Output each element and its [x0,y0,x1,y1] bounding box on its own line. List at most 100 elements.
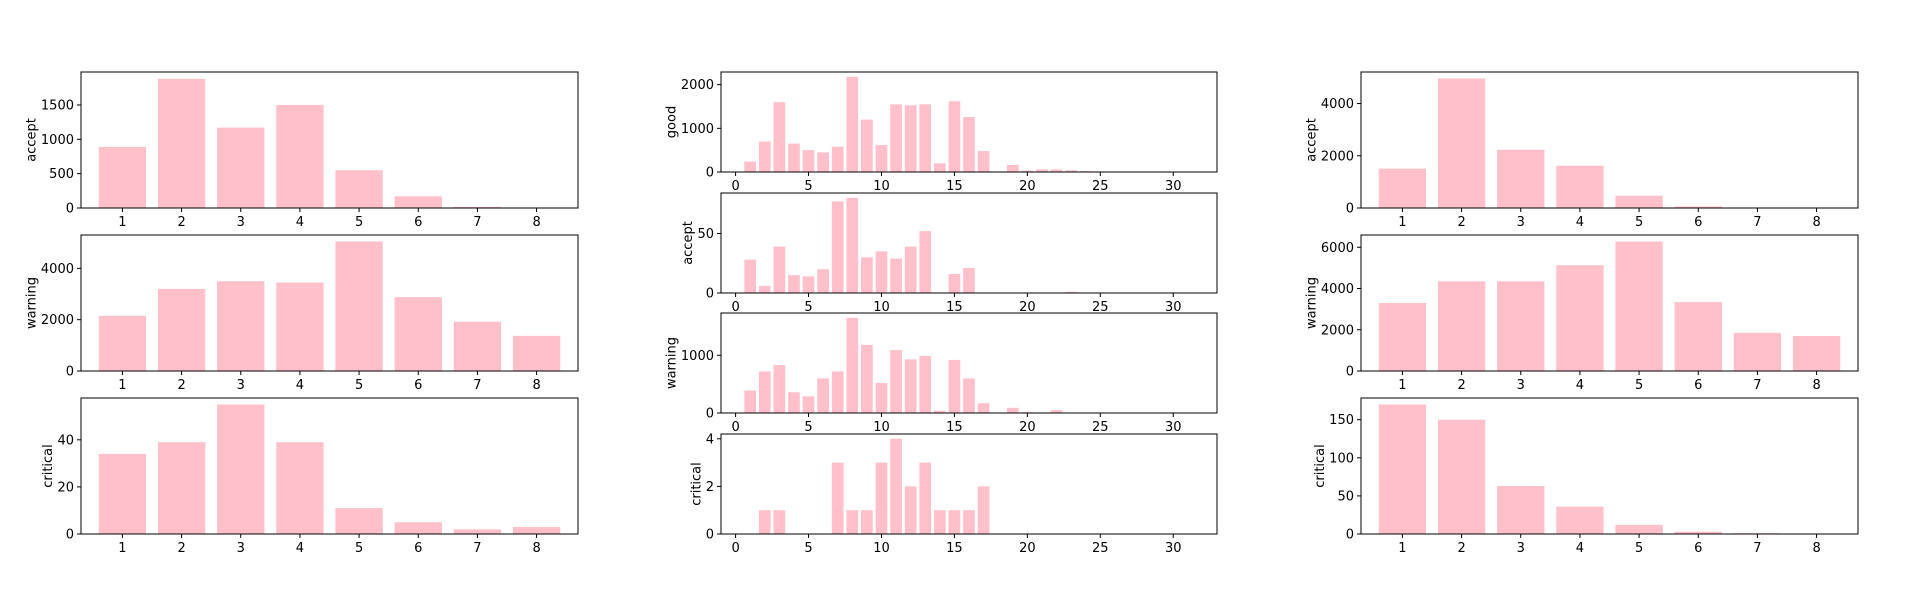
x-tick-label: 8 [1812,378,1820,393]
bar [276,104,324,208]
x-tick-label: 4 [1576,215,1584,230]
bar [773,365,786,413]
bar [919,355,932,413]
bar [831,146,844,172]
bar [861,344,873,413]
y-tick-label: 500 [49,167,74,182]
bar [1065,170,1077,172]
x-tick-label: 1 [118,541,126,556]
bar [1050,410,1063,413]
x-tick-label: 6 [414,215,422,230]
x-tick-label: 20 [1019,541,1036,556]
axes-frame [1360,397,1859,535]
bar [948,273,961,293]
y-tick-label: 0 [706,528,714,543]
bar [933,410,946,413]
x-tick-label: 4 [296,215,304,230]
x-tick-label: 8 [532,541,540,556]
y-tick-label: 0 [1346,528,1354,543]
bar [758,141,771,172]
chart-panel: 1 2 3 4 5 6 7 8 0 50 100 150 critical [1313,397,1859,556]
y-axis-label: accept [1304,118,1319,162]
bar [1674,206,1722,208]
bar [744,259,757,293]
x-tick-label: 6 [1694,378,1702,393]
x-tick-label: 15 [946,541,963,556]
x-tick-label: 2 [1457,378,1465,393]
bar [875,251,888,293]
x-tick-label: 3 [237,215,245,230]
x-tick-label: 10 [873,541,890,556]
bar [963,268,975,293]
y-tick-label: 4000 [41,262,74,277]
bar [453,529,502,534]
bar [919,462,932,534]
y-tick-label: 4000 [1321,97,1354,112]
bar [773,102,786,172]
x-tick-label: 1 [1398,541,1406,556]
x-tick-label: 1 [118,215,126,230]
bar [1036,169,1048,172]
bar [977,151,990,172]
x-tick-label: 30 [1165,179,1182,194]
y-axis-label: critical [690,462,705,506]
bar [1006,407,1019,413]
y-axis-label: accept [24,118,39,162]
bar [1733,332,1782,371]
bar [802,276,815,293]
y-tick-label: 2000 [1321,149,1354,164]
bar [948,510,961,534]
bar [904,105,917,172]
bar [919,104,932,172]
bar [846,76,859,172]
bar [788,275,800,293]
x-tick-label: 8 [532,378,540,393]
bar [933,510,946,534]
bar [977,486,990,534]
x-tick-label: 5 [804,300,812,315]
bar [758,285,771,293]
y-tick-label: 0 [706,407,714,422]
x-tick-label: 4 [296,378,304,393]
bar [157,78,206,209]
x-tick-label: 20 [1019,179,1036,194]
bar [512,526,561,534]
bar [1615,524,1663,534]
y-axis-label: warning [664,337,679,389]
bar [1497,149,1545,208]
bar [453,321,502,371]
x-tick-label: 7 [1753,541,1761,556]
bar [1556,165,1604,208]
x-tick-label: 7 [473,215,481,230]
y-tick-label: 0 [66,365,74,380]
bar [1615,195,1663,208]
bar [977,403,990,413]
bar [875,144,888,172]
y-tick-label: 20 [57,480,74,495]
y-axis-label: warning [1304,277,1319,329]
axes-frame [80,397,579,535]
y-tick-label: 50 [697,227,714,242]
x-tick-label: 5 [804,179,812,194]
y-tick-label: 0 [706,166,714,181]
x-tick-label: 2 [177,215,185,230]
bar [1437,281,1486,371]
bar [276,282,324,371]
x-tick-label: 4 [1576,378,1584,393]
x-tick-label: 8 [1812,541,1820,556]
x-tick-label: 10 [873,420,890,435]
bar [890,104,902,172]
x-tick-label: 5 [355,215,363,230]
y-tick-label: 100 [1329,451,1354,466]
x-tick-label: 8 [532,215,540,230]
bar [817,378,829,413]
x-tick-label: 5 [355,541,363,556]
x-tick-label: 1 [118,378,126,393]
x-tick-label: 10 [873,179,890,194]
x-tick-label: 7 [1753,215,1761,230]
